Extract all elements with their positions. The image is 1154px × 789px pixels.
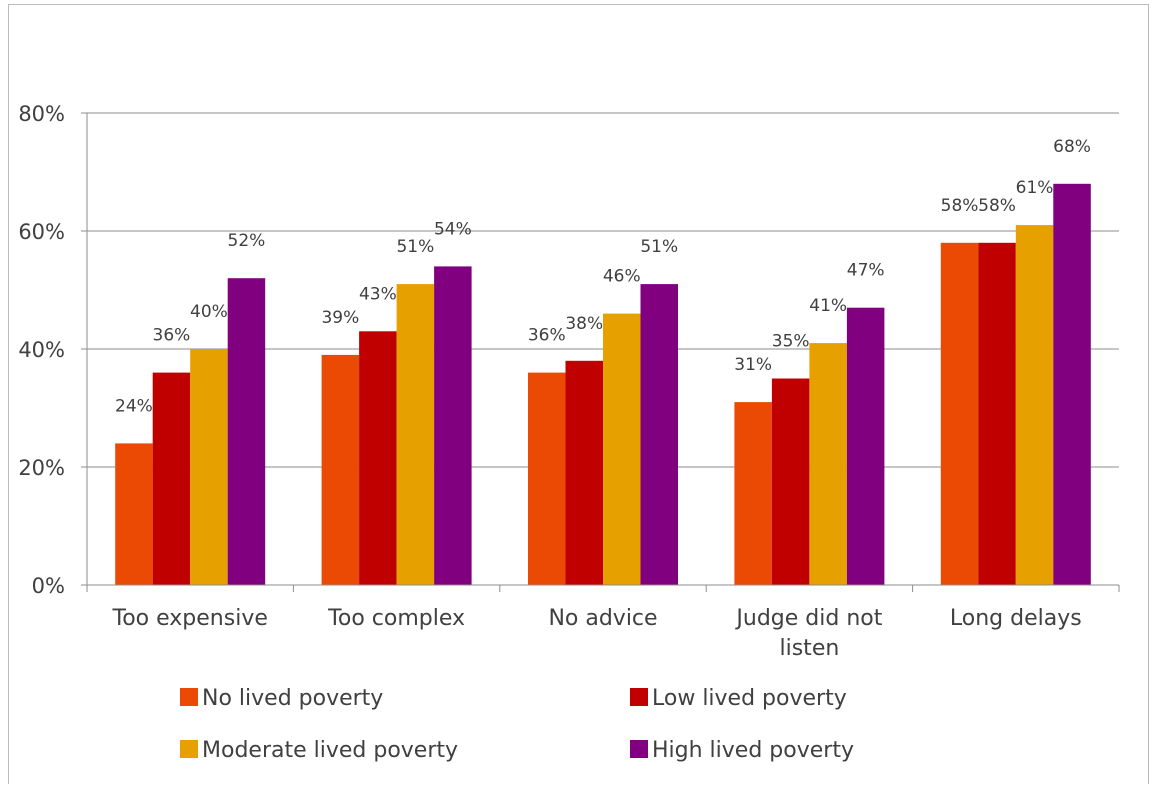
bar [809,343,847,585]
axes [86,113,1120,592]
data-label: 52% [228,231,266,251]
bar [771,378,810,585]
legend-label: No lived poverty [202,686,383,711]
data-label: 46% [603,267,641,287]
x-tick-label: Too expensive [112,606,268,631]
data-labels: 24%36%40%52%39%43%51%54%36%38%46%51%31%3… [115,137,1091,417]
chart-frame [8,4,1149,784]
bar [1053,183,1091,586]
data-label: 35% [772,332,810,352]
bar [565,360,603,585]
data-label: 58% [941,196,979,216]
bar [321,354,360,585]
bar [227,278,266,585]
data-label: 51% [396,237,434,257]
bar [603,313,641,585]
bars [115,183,1091,586]
legend-swatch [630,688,648,706]
x-tick-label: listen [780,636,840,661]
bar [528,372,566,585]
bar [115,443,153,585]
bar [1015,225,1054,585]
data-label: 39% [321,308,359,328]
legend-swatch [630,740,648,758]
legend: No lived poverty Low lived poverty Moderat… [180,686,854,763]
bar [940,242,979,586]
y-tick-label: 60% [18,220,65,244]
data-label: 58% [978,196,1016,216]
data-label: 54% [434,219,472,239]
bar [359,331,397,585]
data-label: 40% [190,302,228,322]
data-label: 38% [565,314,603,334]
y-tick-label: 20% [18,456,65,480]
legend-swatch [180,740,198,758]
bar [734,402,772,585]
data-label: 61% [1016,178,1054,198]
legend-label: Moderate lived poverty [202,738,458,763]
data-label: 68% [1053,137,1091,157]
y-axis-ticks: 0% 20% 40% 60% 80% [18,102,87,598]
y-tick-label: 40% [18,338,65,362]
x-tick-label: Too complex [327,606,465,631]
x-tick-label: No advice [548,606,657,631]
y-tick-label: 0% [32,574,65,598]
data-label: 43% [359,284,397,304]
bar [846,307,885,585]
bar [978,242,1016,586]
data-label: 51% [640,237,678,257]
x-tick-label: Judge did not [734,606,882,631]
data-label: 36% [528,326,566,346]
data-label: 41% [809,296,847,316]
bar [640,284,678,585]
bar [190,349,228,585]
bar [396,284,435,585]
data-label: 47% [847,261,885,281]
legend-swatch [180,688,198,706]
data-label: 31% [734,355,772,375]
x-tick-label: Long delays [950,606,1082,631]
legend-label: High lived poverty [652,738,854,763]
data-label: 36% [153,326,191,346]
data-label: 24% [115,396,153,416]
legend-label: Low lived poverty [652,686,847,711]
y-tick-label: 80% [18,102,65,126]
bar [434,266,472,585]
bar [152,372,191,585]
category-labels: Too expensive Too complex No advice Judge d… [112,606,1082,661]
